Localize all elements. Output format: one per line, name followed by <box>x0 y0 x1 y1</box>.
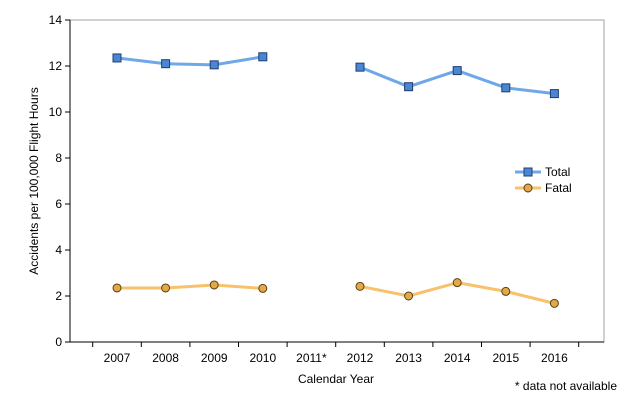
data-point-total <box>258 52 268 62</box>
legend: Total Fatal <box>515 165 572 195</box>
legend-label-total: Total <box>545 165 570 179</box>
y-tick-label: 8 <box>55 151 62 165</box>
data-point-fatal <box>549 298 559 308</box>
footnote: * data not available <box>515 379 617 393</box>
data-point-total <box>549 89 559 99</box>
data-point-total <box>209 60 219 70</box>
y-tick-label: 2 <box>55 289 62 303</box>
data-point-fatal <box>452 278 462 288</box>
x-tick-label: 2015 <box>492 351 519 365</box>
y-tick-label: 4 <box>55 243 62 257</box>
data-point-total <box>452 66 462 76</box>
series-line-total <box>116 55 264 67</box>
legend-label-fatal: Fatal <box>545 181 572 195</box>
plot-area <box>69 19 605 343</box>
data-point-total <box>501 83 511 93</box>
x-tick-label: 2007 <box>104 351 131 365</box>
y-axis-title: Accidents per 100,000 Flight Hours <box>27 87 41 274</box>
x-tick-label: 2012 <box>347 351 374 365</box>
data-point-total <box>112 53 122 63</box>
data-point-fatal <box>404 291 414 301</box>
y-tick-label: 12 <box>49 59 63 73</box>
x-tick-label: 2009 <box>201 351 228 365</box>
series-line-fatal <box>117 283 263 290</box>
x-tick-label: 2008 <box>152 351 179 365</box>
data-point-total <box>404 82 414 92</box>
y-tick-label: 10 <box>49 105 63 119</box>
data-point-fatal <box>209 280 219 290</box>
x-tick-label: 2013 <box>395 351 422 365</box>
data-point-fatal <box>355 281 365 291</box>
y-axis-ticks: 0 2 4 6 8 10 12 14 <box>49 13 70 349</box>
data-point-fatal <box>161 283 171 293</box>
x-tick-label: 2016 <box>541 351 568 365</box>
data-point-fatal <box>501 286 511 296</box>
y-tick-label: 14 <box>49 13 63 27</box>
data-point-fatal <box>258 283 268 293</box>
x-tick-label: 2010 <box>249 351 276 365</box>
y-tick-label: 6 <box>55 197 62 211</box>
data-point-total <box>355 62 365 72</box>
data-point-fatal <box>112 283 122 293</box>
x-axis-ticks: 2007 2008 2009 2010 2011* 2012 2013 2014 2015 201… <box>92 342 580 365</box>
y-tick-label: 0 <box>55 335 62 349</box>
data-point-total <box>161 59 171 69</box>
x-axis-title: Calendar Year <box>298 372 374 386</box>
legend-marker-fatal <box>523 183 533 193</box>
legend-marker-total <box>523 167 533 177</box>
series-layer <box>112 52 559 308</box>
x-tick-label: 2014 <box>444 351 471 365</box>
x-tick-label: 2011* <box>296 351 327 365</box>
